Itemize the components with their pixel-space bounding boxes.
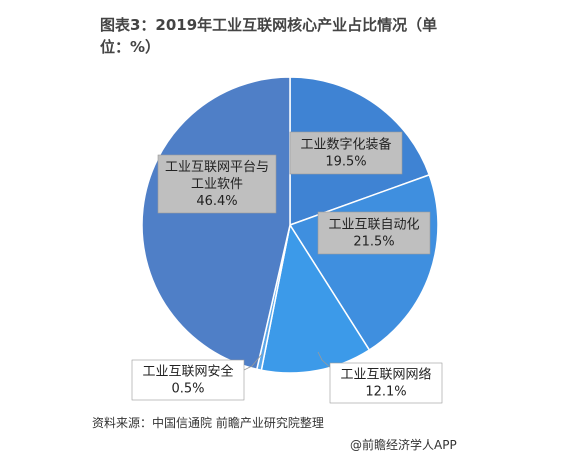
pie-slice-4 (141, 76, 291, 371)
leader-lines (243, 351, 334, 371)
slice-value-label-2: 12.1% (365, 385, 406, 400)
slice-value-label-3: 0.5% (171, 382, 204, 397)
label-box-3 (131, 359, 245, 401)
source-note: 资料来源：中国信通院 前瞻产业研究院整理 (92, 416, 324, 430)
slice-name-label-4: 工业互联网平台与 (165, 160, 269, 175)
slice-name-label-4: 工业软件 (191, 177, 243, 192)
label-box-1 (317, 211, 431, 255)
brand-credit: @前瞻经济学人APP (350, 438, 457, 452)
leader-line-2 (317, 351, 334, 371)
label-box-0 (289, 131, 403, 175)
label-box-4 (157, 154, 277, 214)
leader-line-3 (243, 353, 263, 371)
pie-slice-2 (260, 223, 371, 374)
slice-value-label-1: 21.5% (353, 235, 394, 250)
slice-value-label-4: 46.4% (196, 194, 237, 209)
slice-value-label-0: 19.5% (325, 155, 366, 170)
chart-title: 图表3：2019年工业互联网核心产业占比情况（单位：%） (100, 16, 438, 56)
slice-name-label-1: 工业互联自动化 (328, 218, 419, 233)
slice-name-label-3: 工业互联网安全 (142, 364, 233, 380)
slice-labels: 工业数字化装备 19.5% 工业互联自动化 21.5% 工业互联网网络 12.1% 工业互联… (131, 131, 443, 404)
label-box-2 (329, 362, 443, 404)
slice-name-label-2: 工业互联网网络 (340, 367, 431, 383)
slice-name-label-0: 工业数字化装备 (300, 137, 391, 153)
